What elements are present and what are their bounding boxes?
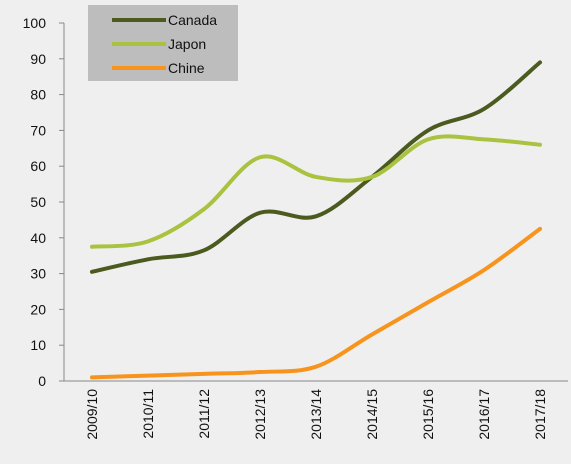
- y-tick-label: 20: [30, 301, 46, 317]
- x-tick-label: 2012/13: [252, 389, 268, 440]
- x-tick-label: 2015/16: [420, 389, 436, 440]
- y-tick-label: 50: [30, 194, 46, 210]
- legend-label: Canada: [168, 12, 217, 28]
- y-tick-label: 70: [30, 122, 46, 138]
- legend-label: Chine: [168, 60, 205, 76]
- series-line: [90, 60, 542, 274]
- x-tick-label: 2017/18: [532, 389, 548, 440]
- x-tick-label: 2014/15: [364, 389, 380, 440]
- series-line: [90, 134, 542, 249]
- y-tick-label: 0: [38, 373, 46, 389]
- y-tick-label: 90: [30, 51, 46, 67]
- legend-label: Japon: [168, 36, 206, 52]
- legend: Canada Japon Chine: [88, 5, 238, 81]
- x-tick-label: 2010/11: [140, 389, 156, 439]
- y-tick-label: 100: [23, 15, 47, 31]
- x-tick-label: 2013/14: [308, 389, 324, 440]
- x-tick-label: 2011/12: [196, 389, 212, 439]
- y-tick-label: 60: [30, 158, 46, 174]
- y-tick-label: 80: [30, 87, 46, 103]
- x-tick-label: 2016/17: [476, 389, 492, 440]
- y-tick-label: 40: [30, 230, 46, 246]
- y-tick-label: 30: [30, 266, 46, 282]
- series-line: [90, 226, 542, 380]
- y-tick-label: 10: [30, 337, 46, 353]
- x-tick-label: 2009/10: [84, 389, 100, 440]
